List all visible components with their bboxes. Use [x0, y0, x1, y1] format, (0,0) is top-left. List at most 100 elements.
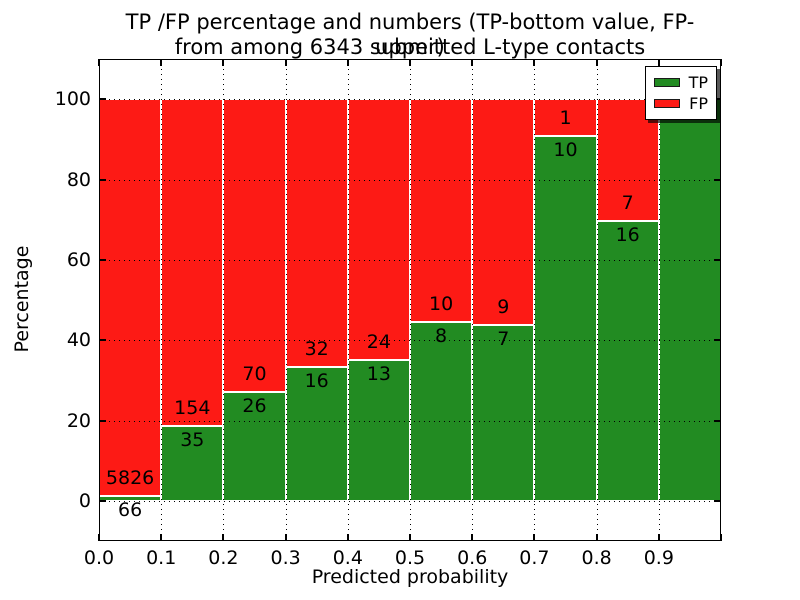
legend: TP FP: [645, 66, 717, 120]
tp-bar-segment: [658, 99, 721, 501]
x-tick-mark: [98, 59, 100, 66]
x-tick-mark: [346, 59, 349, 66]
plot-border-frame: [99, 59, 721, 541]
x-tick-label: 0.5: [394, 547, 426, 569]
y-tick-label: 0: [78, 489, 91, 512]
x-tick-mark: [346, 534, 349, 541]
x-tick-label: 0.2: [208, 547, 239, 569]
tp-bar-segment: [410, 322, 473, 501]
tp-bar-segment: [596, 221, 659, 501]
x-tick-mark: [533, 534, 536, 541]
fp-count-label: 7: [621, 192, 634, 215]
x-tick-label: 0.8: [581, 547, 612, 569]
y-tick-mark: [714, 258, 721, 261]
tp-count-label: 16: [615, 224, 640, 247]
fp-bar-segment: [99, 99, 162, 497]
x-tick-mark: [98, 534, 100, 541]
fp-bar-segment: [472, 99, 535, 326]
y-tick-label: 20: [66, 409, 91, 432]
x-tick-mark: [657, 59, 660, 66]
x-tick-label: 0.4: [332, 547, 363, 569]
fp-legend-swatch-icon: [654, 99, 681, 108]
tp-count-label: 8: [435, 325, 448, 348]
y-tick-mark: [714, 98, 721, 101]
x-tick-label: 0.6: [457, 547, 488, 569]
x-tick-mark: [284, 59, 287, 66]
x-tick-label: 0.7: [519, 547, 550, 569]
legend-item-fp: FP: [654, 93, 708, 114]
tp-count-label: 16: [304, 369, 329, 392]
vertical-gridline: [410, 59, 411, 541]
legend-label-fp: FP: [689, 93, 708, 113]
x-tick-mark: [409, 59, 411, 66]
y-tick-mark: [714, 339, 721, 342]
fp-count-label: 154: [174, 397, 211, 420]
tp-count-label: 10: [553, 138, 578, 161]
x-tick-label: 0.9: [643, 547, 674, 569]
x-tick-label: 0.0: [83, 547, 115, 569]
legend-label-tp: TP: [688, 72, 708, 92]
tp-bar-segment: [534, 135, 597, 501]
fp-count-label: 1: [559, 106, 572, 129]
fp-count-label: 70: [242, 363, 267, 386]
fp-count-label: 9: [497, 296, 510, 319]
legend-item-tp: TP: [654, 72, 708, 93]
y-tick-mark: [99, 258, 106, 261]
tp-bar-segment: [472, 325, 535, 501]
x-tick-mark: [595, 534, 598, 541]
y-tick-mark: [99, 499, 106, 502]
vertical-gridline: [534, 59, 536, 541]
fp-count-label: 5826: [105, 467, 155, 490]
x-tick-mark: [657, 534, 660, 541]
tp-bar-segment: [285, 366, 348, 501]
x-tick-mark: [595, 59, 598, 66]
tp-bar-segment: [347, 359, 410, 501]
y-axis-label: Percentage: [11, 245, 33, 353]
x-tick-mark: [160, 59, 163, 66]
y-tick-mark: [714, 178, 721, 181]
x-tick-mark: [720, 534, 722, 541]
x-tick-mark: [533, 59, 536, 66]
y-tick-mark: [714, 419, 721, 422]
x-tick-mark: [222, 534, 225, 541]
x-tick-mark: [160, 534, 163, 541]
y-tick-mark: [99, 339, 106, 342]
tp-count-label: 26: [242, 395, 267, 418]
y-tick-mark: [714, 499, 721, 502]
vertical-gridline: [161, 59, 163, 541]
y-tick-label: 40: [66, 329, 91, 352]
fp-bar-segment: [223, 99, 286, 393]
y-tick-label: 100: [54, 88, 91, 111]
x-tick-mark: [471, 534, 474, 541]
fp-count-label: 10: [429, 293, 454, 316]
tp-bar-segment: [223, 392, 286, 501]
y-tick-label: 80: [66, 168, 91, 191]
tp-count-label: 35: [180, 429, 205, 452]
y-tick-mark: [99, 98, 106, 101]
fp-count-label: 32: [304, 337, 329, 360]
vertical-gridline: [472, 59, 474, 541]
x-tick-label: 0.1: [146, 547, 177, 569]
x-tick-mark: [720, 59, 722, 66]
tp-bar-segment: [161, 426, 224, 501]
x-tick-mark: [471, 59, 474, 66]
tp-count-label: 7: [497, 328, 510, 351]
vertical-gridline: [347, 59, 349, 541]
chart-title-line-2: from among 6343 submitted L-type contact…: [174, 35, 646, 59]
x-tick-label: 0.3: [270, 547, 301, 569]
vertical-gridline: [596, 59, 598, 541]
x-tick-mark: [409, 534, 411, 541]
x-tick-mark: [222, 59, 225, 66]
tp-legend-swatch-icon: [654, 78, 680, 87]
x-tick-mark: [284, 534, 287, 541]
y-tick-mark: [99, 178, 106, 181]
tp-count-label: 66: [118, 499, 143, 522]
y-tick-label: 60: [66, 248, 91, 271]
x-axis-label: Predicted probability: [311, 566, 509, 588]
fp-count-label: 24: [366, 330, 391, 353]
vertical-gridline: [658, 59, 660, 541]
y-tick-mark: [99, 419, 106, 422]
vertical-gridline: [223, 59, 225, 541]
vertical-gridline: [285, 59, 287, 541]
